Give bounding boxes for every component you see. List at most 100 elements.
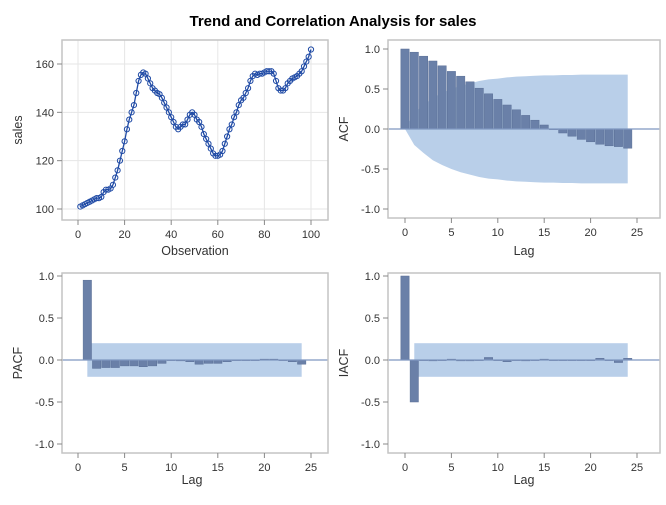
bar-lag-24 xyxy=(297,359,307,365)
bar-lag-1 xyxy=(82,279,92,361)
y-tick-label: -0.5 xyxy=(361,164,380,176)
series-panel: 0 20 40 60 80 100 100 120 140 160 Observation sales xyxy=(11,39,329,258)
x-tick-label: 5 xyxy=(448,227,454,239)
y-axis-label: sales xyxy=(11,115,25,144)
data-point xyxy=(207,145,214,152)
x-tick-label: 60 xyxy=(212,229,224,241)
bar-lag-0 xyxy=(400,275,410,361)
x-tick-label: 10 xyxy=(492,462,504,474)
data-point xyxy=(161,99,168,106)
bar-lag-9 xyxy=(484,93,493,130)
bar-lag-19 xyxy=(576,128,586,140)
y-tick-label: 100 xyxy=(36,204,54,216)
data-point xyxy=(198,123,205,130)
plot-frame xyxy=(61,39,329,221)
y-tick-label: 120 xyxy=(36,156,54,168)
data-point xyxy=(128,109,135,116)
data-point xyxy=(168,114,175,121)
x-tick-label: 25 xyxy=(631,462,643,474)
x-tick-label: 15 xyxy=(538,227,550,239)
y-tick-label: 160 xyxy=(36,59,54,71)
data-point xyxy=(228,121,235,128)
y-tick-label: 0.5 xyxy=(39,313,54,325)
x-tick-label: 0 xyxy=(75,229,81,241)
y-axis-label: ACF xyxy=(337,116,351,141)
data-point xyxy=(272,77,280,85)
data-point xyxy=(158,94,165,101)
data-point xyxy=(300,63,308,70)
x-tick-label: 5 xyxy=(448,462,454,474)
x-tick-label: 5 xyxy=(122,462,128,474)
x-tick-label: 0 xyxy=(75,462,81,474)
y-tick-label: 1.0 xyxy=(365,271,380,283)
plot-frame xyxy=(387,272,661,454)
data-point xyxy=(98,193,105,201)
data-point xyxy=(265,68,273,75)
bar-lag-11 xyxy=(502,104,512,130)
x-tick-label: 80 xyxy=(258,229,270,241)
data-point xyxy=(226,126,233,133)
iacf-panel: 0 5 10 15 20 25 1.0 0.5 0.0 -0.5 -1.0 Lag IACF xyxy=(337,271,661,487)
y-tick-label: 1.0 xyxy=(365,44,380,56)
data-point xyxy=(221,140,228,147)
data-point xyxy=(147,80,154,87)
bar-lag-14 xyxy=(530,119,540,130)
data-point xyxy=(135,77,142,85)
data-point xyxy=(165,109,172,116)
y-tick-label: 0.0 xyxy=(365,355,380,367)
y-tick-label: 0.0 xyxy=(365,124,380,136)
y-axis-label: IACF xyxy=(337,348,351,377)
y-tick-label: -0.5 xyxy=(361,397,380,409)
bar-lag-7 xyxy=(465,81,475,130)
bar-lag-8 xyxy=(148,359,158,367)
data-point xyxy=(200,130,207,138)
y-tick-label: 1.0 xyxy=(39,271,54,283)
x-tick-label: 25 xyxy=(631,227,643,239)
x-tick-label: 10 xyxy=(165,462,177,474)
y-axis-label: PACF xyxy=(11,346,25,379)
chart-title: Trend and Correlation Analysis for sales xyxy=(189,13,476,30)
data-point xyxy=(277,87,284,94)
x-tick-label: 0 xyxy=(402,462,408,474)
data-point xyxy=(282,85,289,92)
data-point xyxy=(163,104,170,111)
y-tick-label: 0.5 xyxy=(365,84,380,96)
data-point xyxy=(233,109,240,116)
bar-lag-20 xyxy=(586,128,596,143)
y-tick-label: 0.5 xyxy=(365,313,380,325)
bar-lag-4 xyxy=(110,359,120,368)
bar-lag-5 xyxy=(120,359,130,367)
bar-lag-2 xyxy=(92,359,102,369)
pacf-panel: 0 5 10 15 20 25 1.0 0.5 0.0 -0.5 -1.0 Lag PACF xyxy=(11,271,329,487)
x-tick-label: 15 xyxy=(212,462,224,474)
data-point xyxy=(303,58,310,65)
x-axis-label: Lag xyxy=(182,473,203,487)
data-point xyxy=(130,101,138,109)
bar-lag-6 xyxy=(456,75,466,130)
y-tick-label: -1.0 xyxy=(35,439,54,451)
bar-lag-3 xyxy=(428,60,438,130)
data-point xyxy=(121,138,128,145)
x-tick-label: 20 xyxy=(118,229,130,241)
bar-lag-23 xyxy=(614,128,623,147)
data-point xyxy=(182,121,189,128)
data-point xyxy=(184,116,191,123)
bar-lag-13 xyxy=(194,359,204,365)
bar-lag-8 xyxy=(474,87,484,130)
data-point xyxy=(126,116,133,123)
x-tick-label: 20 xyxy=(584,462,596,474)
bar-lag-2 xyxy=(419,55,428,130)
bar-lag-24 xyxy=(623,128,633,149)
x-tick-label: 100 xyxy=(302,229,320,241)
x-tick-label: 20 xyxy=(584,227,596,239)
data-point xyxy=(119,147,126,155)
data-point xyxy=(263,68,270,75)
y-tick-label: 140 xyxy=(36,107,54,119)
data-point xyxy=(179,121,186,128)
x-tick-label: 40 xyxy=(165,229,177,241)
y-tick-label: -1.0 xyxy=(361,439,380,451)
y-tick-label: -0.5 xyxy=(35,397,54,409)
x-tick-label: 0 xyxy=(402,227,408,239)
x-tick-label: 10 xyxy=(492,227,504,239)
